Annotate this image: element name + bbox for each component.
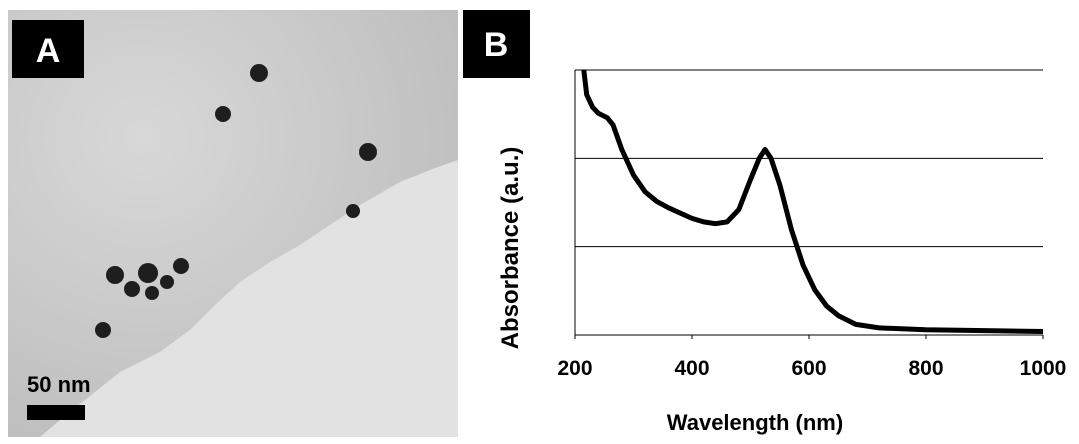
panel-label: B [484,26,509,64]
panel-label-box [12,20,84,78]
x-axis-label: Wavelength (nm) [667,410,843,435]
x-tick-label: 1000 [1020,357,1067,380]
x-tick-label: 600 [791,357,826,380]
tem-image: A 50 nm [8,10,458,437]
scale-bar-label: 50 nm [27,372,91,397]
spectrum-line [581,69,1044,334]
particles [95,64,377,338]
scale-bar [27,405,85,420]
panel-label-box [463,10,530,78]
y-axis-label: Absorbance (a.u.) [497,147,524,350]
plot: 200 400 600 800 1000 [557,69,1067,380]
x-tick-label: 400 [674,357,709,380]
x-tick-label: 800 [908,357,943,380]
panel-label: A [36,32,61,70]
substrate-region [40,160,458,437]
x-tick-label: 200 [557,357,592,380]
